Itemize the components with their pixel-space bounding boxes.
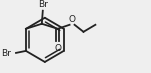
- Text: Br: Br: [1, 49, 11, 58]
- Text: Br: Br: [38, 0, 48, 9]
- Text: O: O: [54, 44, 61, 53]
- Text: O: O: [68, 15, 75, 24]
